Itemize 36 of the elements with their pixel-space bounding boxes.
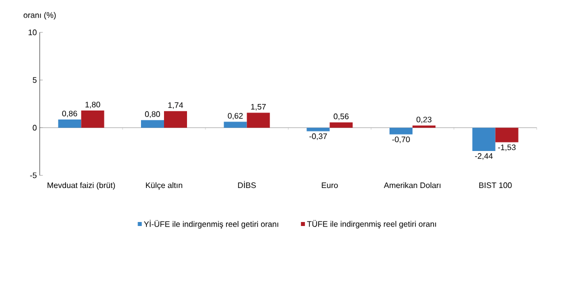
data-label: 0,23 — [416, 116, 432, 124]
bar — [81, 110, 104, 128]
x-tick-label: Külçe altın — [146, 182, 182, 190]
data-label: 0,80 — [145, 111, 160, 118]
data-label: 1,57 — [251, 104, 266, 111]
x-tick-label: Mevduat faizi (brüt) — [48, 182, 115, 190]
bar — [472, 128, 496, 151]
data-label: 0,86 — [62, 110, 78, 118]
bar — [495, 128, 518, 142]
bar — [164, 111, 188, 128]
x-tick-label: Euro — [322, 182, 338, 188]
data-label: 0,56 — [334, 114, 349, 120]
x-tick-label: BIST 100 — [479, 182, 512, 188]
y-tick-label: 5 — [32, 77, 37, 83]
x-tick-label: DİBS — [238, 181, 256, 188]
legend-label: Yİ-ÜFE ile indirgenmiş reel getiri oranı — [144, 220, 278, 229]
bar — [246, 112, 270, 128]
data-label: -0,70 — [392, 136, 410, 144]
y-tick-label: -5 — [30, 172, 37, 178]
y-tick-label: 0 — [32, 124, 37, 131]
bar — [390, 128, 413, 134]
data-label: -0,37 — [309, 133, 327, 140]
y-axis-title: oranı (%) — [24, 12, 56, 20]
x-tick-label: Amerikan Doları — [384, 182, 440, 188]
data-label: 1,80 — [86, 102, 100, 108]
legend-label: TÜFE ile indirgenmiş reel getiri oranı — [307, 220, 436, 228]
data-label: 0,62 — [228, 112, 243, 120]
data-label: -2,44 — [475, 153, 493, 160]
data-label: 1,74 — [168, 102, 184, 109]
bar — [141, 120, 164, 128]
data-label: -1,53 — [498, 144, 516, 152]
y-tick-label: 10 — [28, 30, 37, 36]
bar — [58, 120, 82, 128]
bar — [224, 122, 247, 128]
bar — [330, 122, 353, 128]
bar — [306, 128, 330, 132]
